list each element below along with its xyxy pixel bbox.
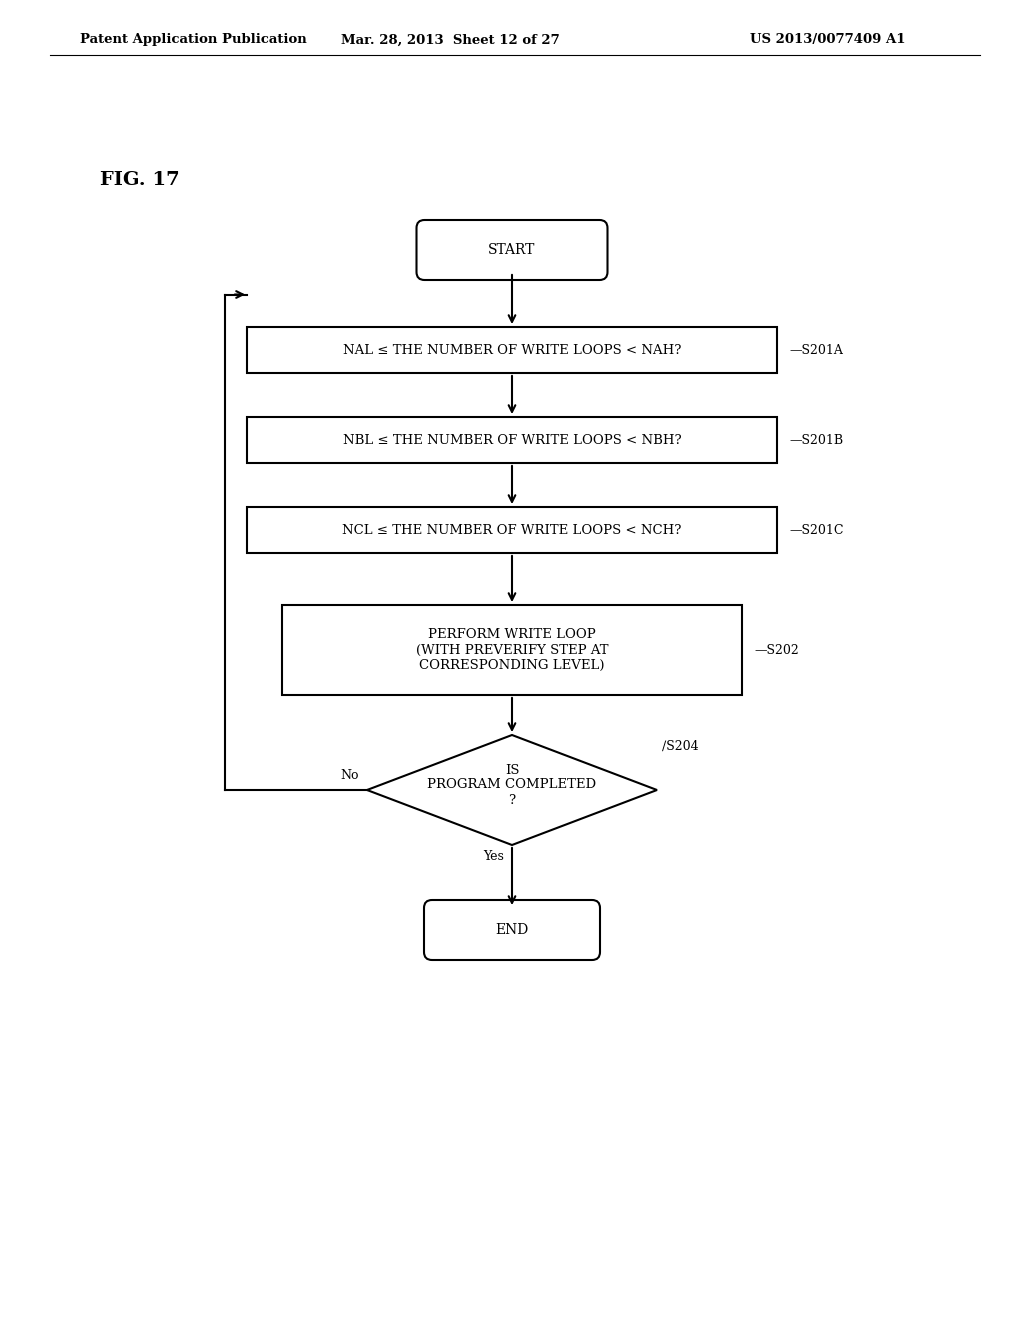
Text: US 2013/0077409 A1: US 2013/0077409 A1 bbox=[750, 33, 905, 46]
Bar bbox=[247, 507, 777, 553]
Text: IS
PROGRAM COMPLETED
?: IS PROGRAM COMPLETED ? bbox=[427, 763, 597, 807]
Text: Mar. 28, 2013  Sheet 12 of 27: Mar. 28, 2013 Sheet 12 of 27 bbox=[341, 33, 559, 46]
Text: ∕S204: ∕S204 bbox=[662, 741, 698, 752]
FancyBboxPatch shape bbox=[417, 220, 607, 280]
Text: Patent Application Publication: Patent Application Publication bbox=[80, 33, 307, 46]
Text: No: No bbox=[341, 770, 359, 781]
Text: END: END bbox=[496, 923, 528, 937]
Text: NBL ≤ THE NUMBER OF WRITE LOOPS < NBH?: NBL ≤ THE NUMBER OF WRITE LOOPS < NBH? bbox=[343, 433, 681, 446]
Text: NAL ≤ THE NUMBER OF WRITE LOOPS < NAH?: NAL ≤ THE NUMBER OF WRITE LOOPS < NAH? bbox=[343, 343, 681, 356]
Bar bbox=[247, 417, 777, 463]
Text: START: START bbox=[488, 243, 536, 257]
Text: —S201A: —S201A bbox=[790, 343, 843, 356]
Text: —S201C: —S201C bbox=[790, 524, 844, 536]
Text: NCL ≤ THE NUMBER OF WRITE LOOPS < NCH?: NCL ≤ THE NUMBER OF WRITE LOOPS < NCH? bbox=[342, 524, 682, 536]
Text: PERFORM WRITE LOOP
(WITH PREVERIFY STEP AT
CORRESPONDING LEVEL): PERFORM WRITE LOOP (WITH PREVERIFY STEP … bbox=[416, 628, 608, 672]
Text: Yes: Yes bbox=[483, 850, 505, 863]
Bar bbox=[247, 327, 777, 374]
Polygon shape bbox=[367, 735, 657, 845]
Bar bbox=[282, 605, 742, 696]
Text: —S202: —S202 bbox=[754, 644, 799, 656]
FancyBboxPatch shape bbox=[424, 900, 600, 960]
Text: —S201B: —S201B bbox=[790, 433, 843, 446]
Text: FIG. 17: FIG. 17 bbox=[100, 172, 179, 189]
